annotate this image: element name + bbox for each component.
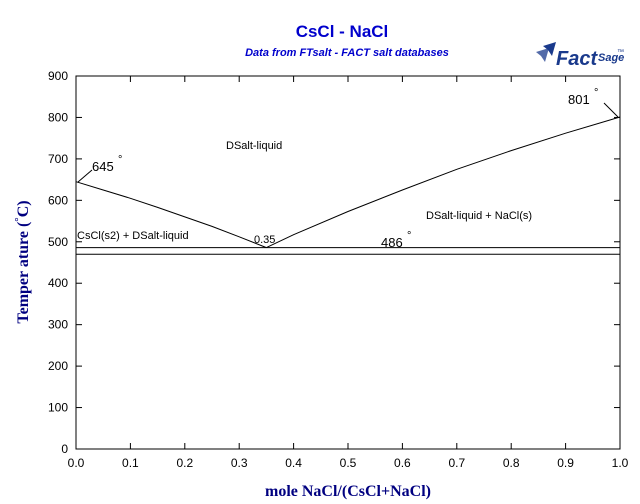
phase-boundaries <box>75 116 621 255</box>
x-tick-label: 0.6 <box>394 456 411 470</box>
label-eutectic-composition: 0.35 <box>254 234 275 246</box>
y-axis-label-unit: C) <box>15 200 32 217</box>
x-tick-label: 0.0 <box>68 456 85 470</box>
y-tick-label: 900 <box>48 69 68 83</box>
liquidus-cscl <box>75 181 267 249</box>
x-tick-label: 0.1 <box>122 456 139 470</box>
leader-801 <box>603 102 619 118</box>
y-tick-label: 600 <box>48 193 68 207</box>
y-tick-label: 0 <box>61 442 68 456</box>
y-tick-label: 100 <box>48 401 68 415</box>
x-tick-label: 0.3 <box>231 456 248 470</box>
degree-645: ° <box>118 154 122 166</box>
factsage-logo: Fact Sage ™ <box>536 42 624 70</box>
x-tick-label: 0.5 <box>340 456 357 470</box>
logo-mark: ™ <box>617 49 624 56</box>
x-axis-ticks: 0.0 0.1 0.2 0.3 0.4 0.5 0.6 0.7 0.8 0.9 1.0 <box>68 76 629 470</box>
y-tick-label: 500 <box>48 235 68 249</box>
x-axis-label: mole NaCl/(CsCl+NaCl) <box>265 483 431 500</box>
degree-486: ° <box>407 230 411 242</box>
degree-801: ° <box>594 87 598 99</box>
chart-title: CsCl - NaCl <box>296 22 389 41</box>
x-tick-label: 0.7 <box>448 456 465 470</box>
chart-subtitle: Data from FTsalt - FACT salt databases <box>245 47 449 59</box>
label-cscl-dsalt-liquid: CsCl(s2) + DSalt-liquid <box>77 230 189 242</box>
y-tick-label: 300 <box>48 318 68 332</box>
label-dsalt-liquid-nacl: DSalt-liquid + NaCl(s) <box>426 210 532 222</box>
y-tick-label: 400 <box>48 276 68 290</box>
leader-645 <box>77 169 93 183</box>
y-axis-label: Temper ature (°C) <box>13 200 32 323</box>
logo-text-main: Fact <box>556 48 598 70</box>
label-dsalt-liquid: DSalt-liquid <box>226 140 282 152</box>
x-tick-label: 0.9 <box>557 456 574 470</box>
liquidus-nacl <box>266 116 621 249</box>
y-axis-label-main: Temper ature ( <box>15 222 32 324</box>
label-temp-801: 801 <box>568 92 590 107</box>
label-temp-645: 645 <box>92 159 114 174</box>
x-tick-label: 0.8 <box>503 456 520 470</box>
x-tick-label: 1.0 <box>612 456 629 470</box>
factsage-logo-icon-shadow <box>536 48 549 62</box>
plot-frame <box>75 75 621 450</box>
y-tick-label: 200 <box>48 359 68 373</box>
svg-text:Temper ature (°C): Temper ature (°C) <box>13 200 32 323</box>
y-tick-label: 700 <box>48 152 68 166</box>
y-axis-label-degree: ° <box>13 217 25 221</box>
logo-text-sub: Sage <box>598 52 624 64</box>
y-tick-label: 800 <box>48 110 68 124</box>
factsage-logo-icon <box>543 42 556 56</box>
label-temp-486: 486 <box>381 235 403 250</box>
x-tick-label: 0.2 <box>176 456 193 470</box>
x-tick-label: 0.4 <box>285 456 302 470</box>
y-axis-ticks: 0 100 200 300 400 500 600 700 800 900 <box>48 69 620 456</box>
